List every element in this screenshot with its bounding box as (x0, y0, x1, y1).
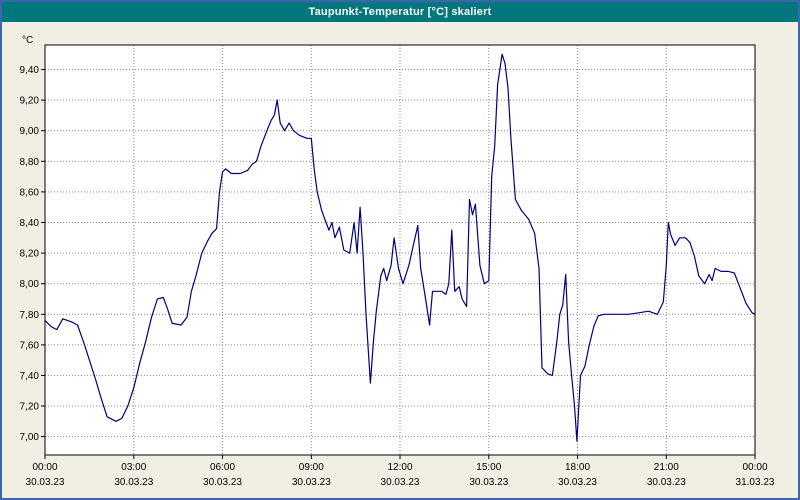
y-tick-label: 8,20 (20, 249, 40, 260)
y-tick-label: 7,20 (20, 402, 40, 413)
x-tick-time-label: 12:00 (387, 462, 412, 473)
x-tick-time-label: 15:00 (476, 462, 501, 473)
x-tick-date-label: 30.03.23 (26, 477, 65, 488)
y-tick-label: 7,60 (20, 340, 40, 351)
y-grid-and-labels: 9,40 9,20 9,00 8,80 8,60 8,40 8,20 8,00 7,80 7,60… (20, 65, 755, 443)
x-tick-time-label: 03:00 (121, 462, 146, 473)
y-tick-label: 9,00 (20, 126, 40, 137)
x-tick-date-label: 30.03.23 (292, 477, 331, 488)
y-tick-label: 8,40 (20, 218, 40, 229)
x-tick-time-label: 06:00 (210, 462, 235, 473)
y-tick-label: 8,60 (20, 187, 40, 198)
x-tick-date-label: 30.03.23 (558, 477, 597, 488)
x-grid-and-labels: 00:00 30.03.23 03:00 30.03.23 06:00 30.03.23 0… (26, 45, 775, 488)
x-tick-date-label: 30.03.23 (381, 477, 420, 488)
y-tick-label: 7,40 (20, 371, 40, 382)
x-tick-time-label: 09:00 (299, 462, 324, 473)
x-tick-time-label: 18:00 (565, 462, 590, 473)
y-tick-label: 9,20 (20, 96, 40, 107)
y-tick-label: 9,40 (20, 65, 40, 76)
y-tick-label: 8,80 (20, 157, 40, 168)
y-tick-label: 7,00 (20, 432, 40, 443)
dewpoint-line-chart: 9,40 9,20 9,00 8,80 8,60 8,40 8,20 8,00 7,80 7,60… (20, 44, 775, 488)
x-tick-date-label: 30.03.23 (469, 477, 508, 488)
x-tick-time-label: 00:00 (742, 462, 767, 473)
dewpoint-series-line (44, 53, 756, 442)
x-tick-date-label: 30.03.23 (203, 477, 242, 488)
y-axis-unit-label: °C (22, 35, 34, 46)
plot-frame (44, 44, 756, 456)
x-tick-time-label: 21:00 (654, 462, 679, 473)
window-titlebar[interactable]: Taupunkt-Temperatur [°C] skaliert (2, 2, 798, 22)
x-tick-date-label: 30.03.23 (647, 477, 686, 488)
window-title: Taupunkt-Temperatur [°C] skaliert (308, 6, 492, 18)
x-tick-date-label: 31.03.23 (736, 477, 775, 488)
y-tick-label: 7,80 (20, 310, 40, 321)
x-tick-time-label: 00:00 (32, 462, 57, 473)
y-tick-label: 8,00 (20, 279, 40, 290)
chart-area: °C 9,40 9,20 9,00 8,80 8,60 8,40 8,20 8,00 7,80 7… (2, 22, 798, 498)
x-tick-date-label: 30.03.23 (114, 477, 153, 488)
